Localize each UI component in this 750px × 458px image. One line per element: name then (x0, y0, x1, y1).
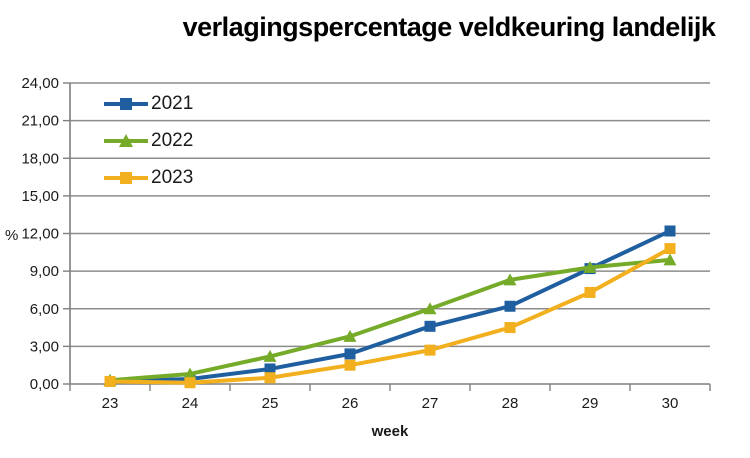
square-marker-icon (504, 322, 516, 334)
square-marker-icon (120, 172, 132, 184)
triangle-marker-icon (263, 349, 277, 362)
square-marker-icon (104, 375, 116, 387)
y-tick-label: 6,00 (30, 301, 59, 318)
x-tick-label: 24 (182, 395, 199, 412)
x-tick-label: 29 (582, 395, 599, 412)
square-marker-icon (424, 344, 436, 356)
y-tick-label: 3,00 (30, 338, 59, 355)
triangle-marker-icon (423, 302, 437, 315)
chart-title: verlagingspercentage veldkeuring landeli… (182, 12, 716, 42)
legend-label: 2022 (151, 130, 194, 151)
y-tick-label: 24,00 (21, 75, 59, 92)
legend-swatch-2022 (104, 129, 148, 153)
x-tick-label: 30 (662, 395, 679, 412)
x-tick-label: 28 (502, 395, 519, 412)
square-marker-icon (584, 286, 596, 298)
square-marker-icon (344, 359, 356, 371)
x-tick-label: 27 (422, 395, 439, 412)
triangle-marker-icon (663, 253, 677, 266)
legend-swatch-2023 (104, 166, 148, 190)
x-axis-title: week (371, 423, 409, 440)
y-tick-label: 0,00 (30, 376, 59, 393)
legend-item-2022: 2022 (104, 129, 193, 153)
square-marker-icon (424, 320, 436, 332)
square-marker-icon (504, 300, 516, 312)
x-tick-label: 25 (262, 395, 279, 412)
y-tick-label: 21,00 (21, 113, 59, 130)
legend-label: 2021 (151, 93, 194, 114)
triangle-marker-icon (583, 260, 597, 273)
series-line-2021 (109, 229, 671, 384)
triangle-marker-icon (183, 367, 197, 380)
square-marker-icon (264, 372, 276, 384)
y-tick-label: 18,00 (21, 150, 59, 167)
legend-item-2021: 2021 (104, 92, 193, 116)
square-marker-icon (120, 98, 132, 110)
x-tick-label: 26 (342, 395, 359, 412)
y-tick-label: 12,00 (21, 226, 59, 243)
square-marker-icon (344, 348, 356, 360)
y-tick-label: 15,00 (21, 188, 59, 205)
triangle-marker-icon (119, 134, 133, 147)
square-marker-icon (664, 225, 676, 237)
y-tick-label: 9,00 (30, 263, 59, 280)
square-marker-icon (264, 363, 276, 375)
square-marker-icon (184, 377, 196, 389)
triangle-marker-icon (343, 329, 357, 342)
square-marker-icon (664, 243, 676, 255)
legend-item-2023: 2023 (104, 166, 193, 190)
x-tick-label: 23 (102, 395, 119, 412)
legend-label: 2023 (151, 167, 194, 188)
triangle-marker-icon (503, 273, 517, 286)
series-line-2023 (109, 246, 671, 385)
series-line-2022 (109, 257, 671, 383)
legend-swatch-2021 (104, 92, 148, 116)
y-axis-title: % (5, 227, 19, 244)
